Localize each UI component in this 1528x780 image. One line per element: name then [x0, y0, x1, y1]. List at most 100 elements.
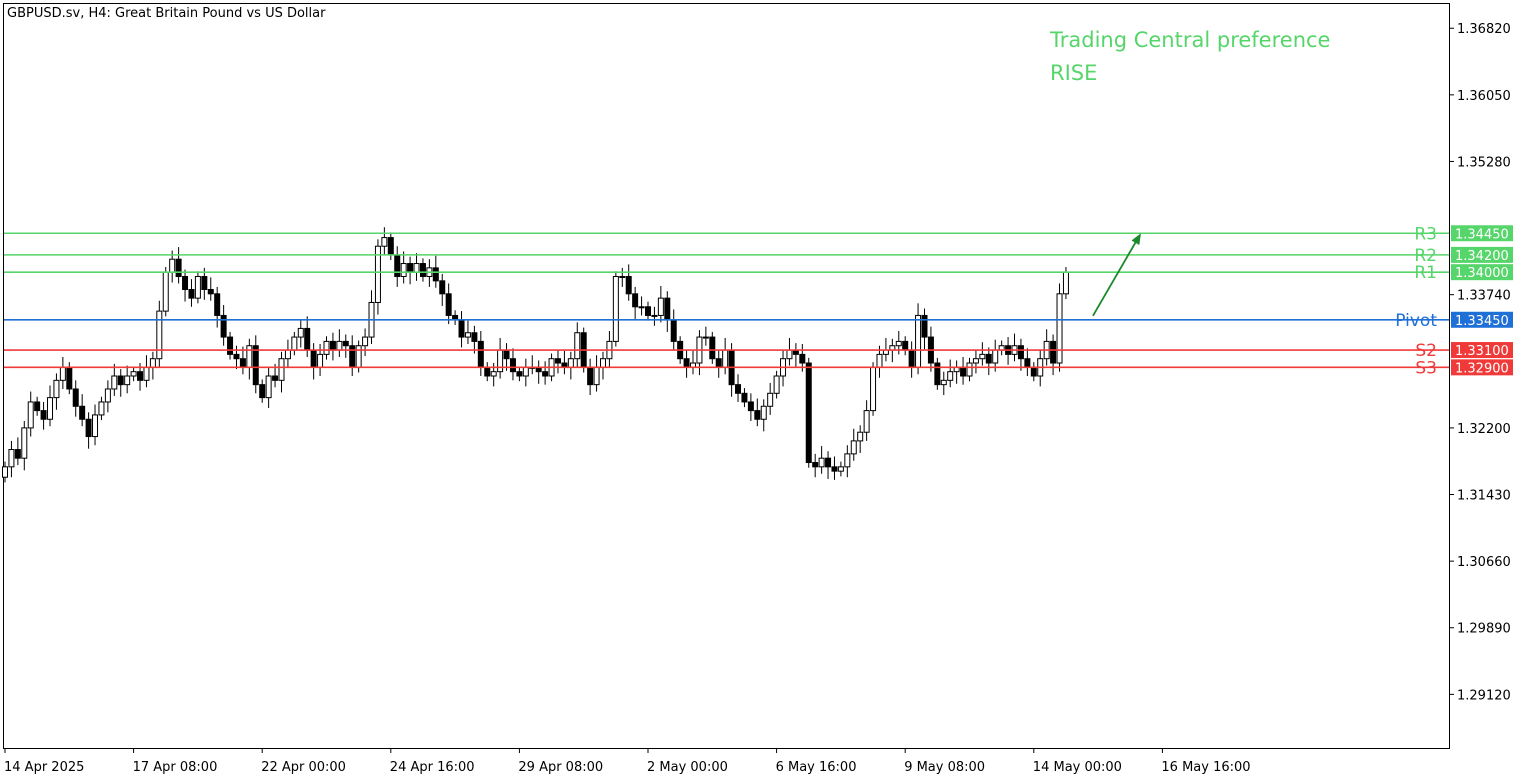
level-name: S3	[1415, 358, 1437, 378]
candle-body	[490, 371, 497, 377]
y-tick-label: 1.32200	[1457, 422, 1511, 437]
candle-body	[66, 366, 73, 390]
candle-body	[246, 345, 253, 368]
candle	[509, 348, 516, 381]
level-pivot: Pivot 1.33450	[4, 311, 1513, 331]
candle-body	[902, 340, 909, 351]
level-price-tag-text: 1.32900	[1455, 361, 1509, 376]
candle-body	[484, 366, 491, 377]
level-r3: R3 1.34450	[4, 224, 1513, 244]
candle-body	[207, 288, 214, 295]
candle-body	[72, 388, 79, 407]
candle-body	[818, 457, 825, 468]
candle	[207, 277, 214, 301]
candle-body	[169, 258, 176, 273]
level-price-tag	[1451, 311, 1513, 328]
candle	[201, 267, 208, 300]
candle	[818, 446, 825, 474]
candle	[92, 404, 99, 446]
candle-body	[137, 371, 144, 381]
candle-body	[130, 371, 137, 377]
candle	[104, 380, 111, 413]
candle-body	[844, 453, 851, 468]
candle	[612, 271, 619, 347]
candle-body	[1056, 293, 1063, 364]
candle-body	[175, 258, 182, 278]
candle-body	[464, 332, 471, 338]
candle-body	[960, 366, 967, 377]
candle	[323, 336, 330, 360]
level-price-tag	[1451, 246, 1513, 263]
candle-body	[124, 375, 131, 386]
candle-body	[619, 276, 626, 279]
candle-body	[825, 457, 832, 468]
candle	[966, 357, 973, 382]
candle-body	[2, 466, 8, 478]
candle-body	[8, 449, 15, 468]
candle-body	[252, 345, 259, 386]
candle-body	[587, 366, 594, 386]
candle	[220, 305, 227, 346]
candle-body	[85, 418, 92, 438]
candle-body	[812, 462, 819, 468]
candle	[632, 286, 639, 319]
y-tick-label: 1.29890	[1457, 622, 1511, 637]
candle-body	[908, 349, 915, 368]
candle	[747, 393, 754, 421]
candle	[934, 357, 941, 390]
level-s2: S2 1.33100	[4, 341, 1513, 361]
candle	[8, 440, 15, 478]
candle-body	[715, 358, 722, 368]
candle	[754, 398, 761, 427]
candle-body	[992, 349, 999, 364]
candle	[625, 264, 632, 301]
candle	[27, 391, 34, 437]
candle	[471, 325, 478, 354]
candle-body	[143, 366, 150, 381]
candle	[445, 283, 452, 325]
candle-body	[117, 375, 124, 386]
candle	[2, 461, 8, 483]
candle-body	[966, 362, 973, 377]
candle-body	[362, 336, 369, 347]
x-axis: 14 Apr 2025 17 Apr 08:00 22 Apr 00:00 24 Ap…	[4, 748, 1251, 775]
candle	[175, 247, 182, 284]
candle	[831, 456, 838, 480]
candle	[574, 322, 581, 368]
chart-title: GBPUSD.sv, H4: Great Britain Pound vs US…	[7, 6, 326, 21]
x-tick-label: 6 May 16:00	[776, 760, 857, 775]
candle-body	[329, 340, 336, 351]
candle	[464, 320, 471, 344]
y-tick-label: 1.33740	[1457, 289, 1511, 304]
candle-body	[323, 340, 330, 355]
candle-body	[34, 401, 41, 412]
candle-body	[53, 379, 60, 399]
candle	[14, 437, 21, 466]
candle	[1050, 334, 1057, 376]
candle-body	[40, 410, 47, 420]
candle	[381, 227, 388, 255]
candle-body	[612, 276, 619, 342]
candle-body	[471, 332, 478, 342]
candle-body	[458, 319, 465, 338]
candle-body	[387, 237, 394, 256]
candle-body	[574, 332, 581, 360]
x-tick-label: 9 May 08:00	[904, 760, 985, 775]
y-tick-label: 1.36820	[1457, 22, 1511, 37]
candle-body	[754, 410, 761, 420]
candle-body	[394, 254, 401, 278]
pivot-levels-layer: R3 1.34450 R2 1.34200 R1 1.34000 Pivot 1.33450 S…	[4, 224, 1513, 378]
candle	[863, 400, 870, 441]
candle-body	[747, 401, 754, 412]
candle	[85, 412, 92, 449]
candle-body	[413, 263, 420, 273]
candle-body	[419, 263, 426, 278]
candle-body	[227, 336, 234, 355]
candle	[735, 374, 742, 402]
rise-arrow	[1092, 233, 1141, 317]
level-name: R3	[1414, 224, 1437, 244]
candle-body	[632, 293, 639, 308]
candle	[117, 369, 124, 397]
x-tick-label: 14 May 00:00	[1033, 760, 1122, 775]
